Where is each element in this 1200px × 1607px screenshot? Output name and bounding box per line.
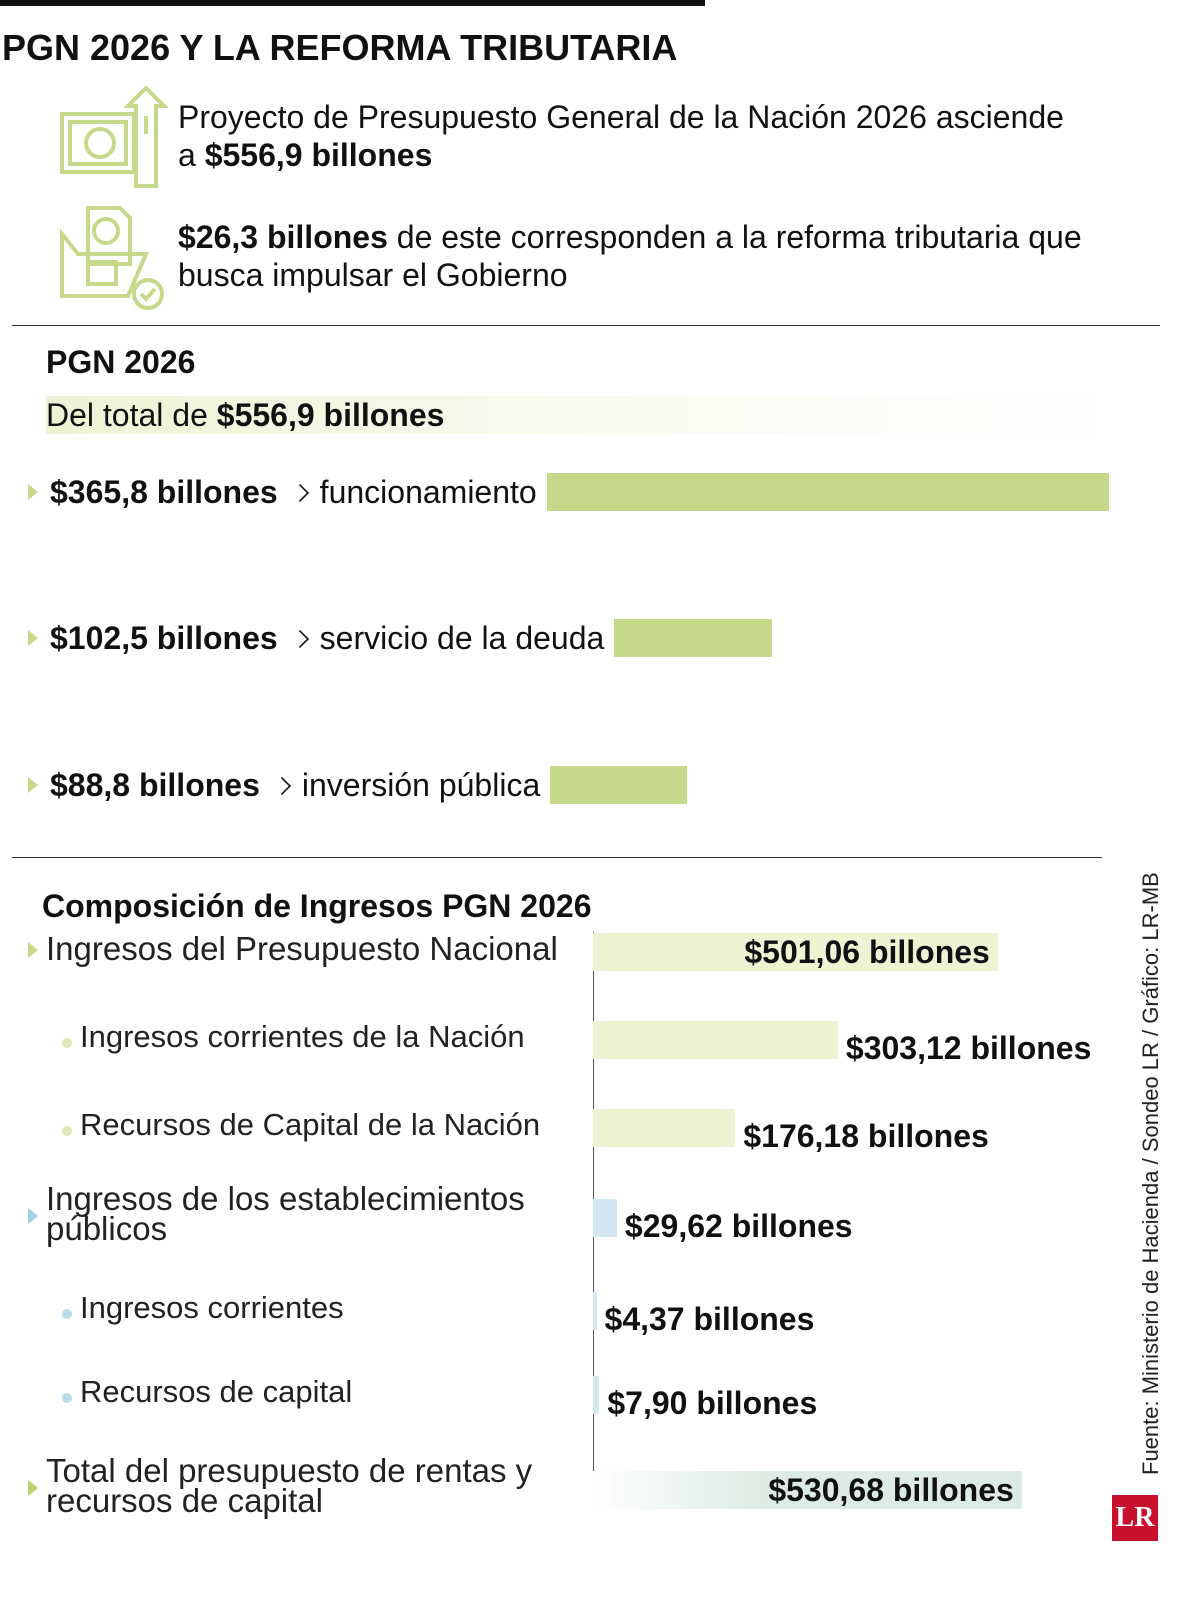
bar bbox=[593, 1471, 1022, 1509]
category-label: Total del presupuesto de rentas y recurs… bbox=[46, 1452, 533, 1519]
marker bbox=[28, 484, 38, 500]
category-label: Recursos de Capital de la Nación bbox=[80, 1107, 541, 1142]
bold-text: $26,3 billones bbox=[178, 219, 388, 255]
category-label: Ingresos de los establecimientos público… bbox=[46, 1180, 525, 1247]
bold-text: $556,9 billones bbox=[216, 397, 445, 433]
top-rule bbox=[0, 0, 705, 6]
logo: LR bbox=[1112, 1495, 1158, 1541]
category-label: Recursos de capital bbox=[80, 1374, 353, 1409]
value-label: $365,8 billones bbox=[50, 474, 278, 510]
value-label: $29,62 billones bbox=[624, 1208, 853, 1244]
category-label: Ingresos del Presupuesto Nacional bbox=[46, 930, 558, 967]
row-label: $102,5 billones servicio de la deuda bbox=[50, 619, 604, 657]
bar bbox=[593, 1292, 597, 1330]
header-text: Proyecto de Presupuesto General de la Na… bbox=[178, 98, 1078, 174]
text: Del total de bbox=[46, 397, 208, 433]
chevron bbox=[290, 483, 309, 503]
category-label: inversión pública bbox=[301, 767, 541, 803]
marker bbox=[62, 1126, 72, 1136]
marker bbox=[62, 1309, 72, 1319]
chevron bbox=[290, 629, 309, 649]
bar bbox=[593, 1376, 600, 1414]
marker bbox=[62, 1393, 72, 1403]
marker bbox=[28, 942, 38, 958]
value-label: $102,5 billones bbox=[50, 620, 278, 656]
category-label: Ingresos corrientes bbox=[80, 1290, 344, 1325]
text: Proyecto de Presupuesto General de la Na… bbox=[178, 99, 1064, 173]
bar bbox=[593, 933, 998, 971]
divider bbox=[12, 857, 1102, 858]
marker bbox=[28, 1480, 38, 1496]
header-text: $26,3 billones de este corresponden a la… bbox=[178, 218, 1108, 294]
category-label: Ingresos corrientes de la Nación bbox=[80, 1019, 525, 1054]
icons bbox=[60, 86, 168, 310]
row-label: $365,8 billones funcionamiento bbox=[50, 473, 537, 511]
value-label: $4,37 billones bbox=[604, 1301, 815, 1337]
bar bbox=[593, 1199, 617, 1237]
bar bbox=[614, 619, 772, 657]
chart-subtitle: Del total de $556,9 billones bbox=[46, 396, 1130, 434]
marker bbox=[28, 1208, 38, 1224]
category-label: funcionamiento bbox=[319, 474, 537, 510]
value-label: $88,8 billones bbox=[50, 767, 260, 803]
marker bbox=[62, 1038, 72, 1048]
value-label: $530,68 billones bbox=[768, 1472, 1014, 1508]
chevron bbox=[272, 776, 291, 796]
bar bbox=[550, 766, 687, 804]
bold-text: $556,9 billones bbox=[204, 137, 433, 173]
value-label: $7,90 billones bbox=[607, 1385, 818, 1421]
chart-title: Composición de Ingresos PGN 2026 bbox=[42, 888, 592, 924]
source: Fuente: Ministerio de Hacienda / Sondeo … bbox=[1138, 872, 1163, 1475]
row-label: $88,8 billones inversión pública bbox=[50, 766, 540, 804]
marker bbox=[28, 630, 38, 646]
bar bbox=[593, 1021, 838, 1059]
bar bbox=[546, 473, 1109, 511]
bar bbox=[593, 1109, 736, 1147]
marker bbox=[28, 777, 38, 793]
divider bbox=[12, 325, 1160, 326]
title: PGN 2026 Y LA REFORMA TRIBUTARIA bbox=[2, 27, 678, 68]
value-label: $176,18 billones bbox=[743, 1118, 989, 1154]
chart-title: PGN 2026 bbox=[46, 344, 196, 380]
text: de este corresponden a la reforma tribut… bbox=[178, 219, 1082, 293]
value-label: $303,12 billones bbox=[845, 1030, 1092, 1066]
value-label: $501,06 billones bbox=[744, 934, 990, 970]
category-label: servicio de la deuda bbox=[319, 620, 605, 656]
